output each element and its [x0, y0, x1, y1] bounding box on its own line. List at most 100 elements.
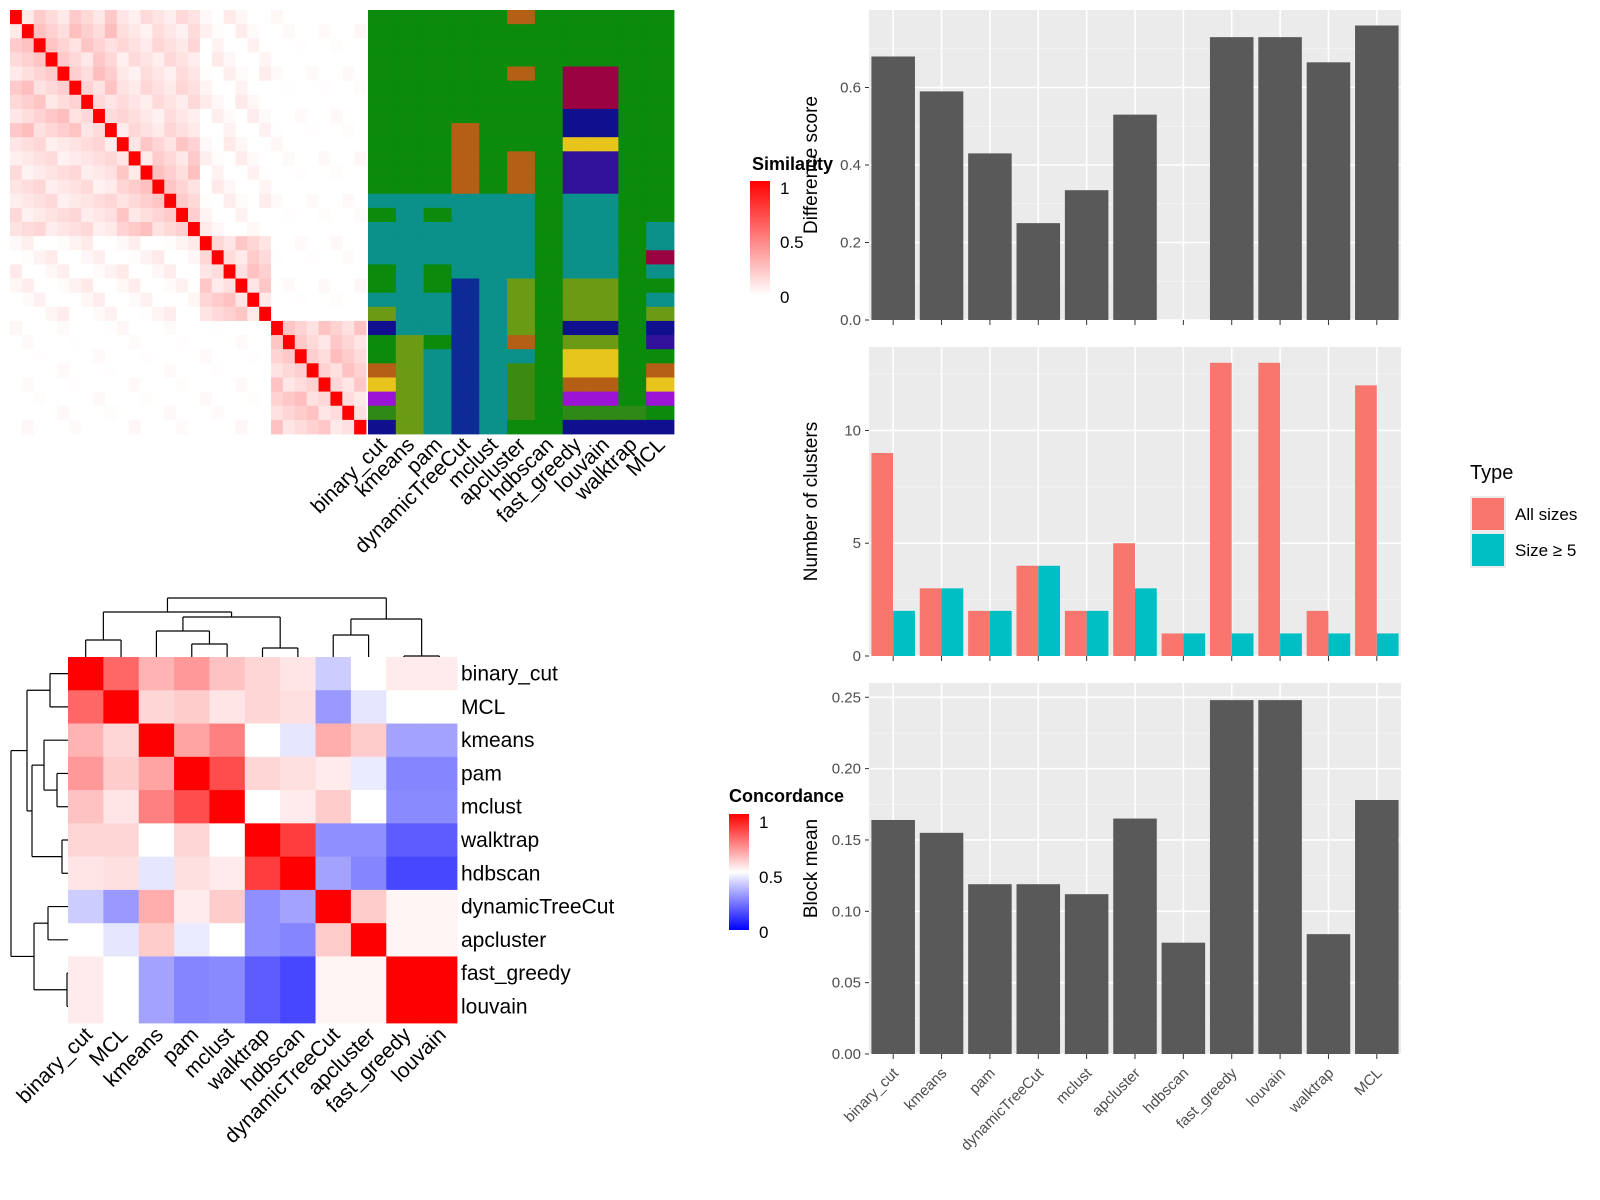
cluster-cell	[451, 80, 480, 96]
similarity-cell	[330, 94, 343, 110]
similarity-cell	[259, 94, 272, 110]
similarity-cell	[140, 66, 153, 82]
similarity-cell	[128, 306, 141, 322]
concordance-cell	[174, 989, 210, 1024]
concordance-cell	[386, 723, 423, 758]
concordance-cell	[209, 989, 246, 1024]
cluster-cell	[423, 419, 452, 435]
similarity-cell	[45, 419, 58, 435]
similarity-cell	[104, 179, 118, 195]
concordance-cell	[244, 690, 281, 724]
bar	[1113, 818, 1157, 1054]
concordance-cell	[386, 756, 423, 791]
similarity-cell	[164, 179, 177, 195]
similarity-cell	[199, 236, 213, 251]
bar	[1355, 800, 1399, 1054]
concordance-cell	[386, 856, 423, 891]
similarity-cell	[235, 349, 248, 364]
similarity-cell	[223, 52, 236, 67]
concordance-row-labels: binary_cut MCL kmeans pam mclust walktrap hdbs…	[460, 663, 614, 1019]
similarity-cell	[211, 391, 224, 407]
similarity-cell	[342, 151, 355, 166]
similarity-cell	[81, 108, 94, 124]
similarity-cell	[282, 52, 296, 67]
cluster-cell	[507, 419, 536, 435]
similarity-cell	[45, 335, 58, 350]
cluster-cell	[590, 52, 619, 67]
similarity-cell	[354, 292, 367, 308]
similarity-cell	[354, 66, 367, 82]
concordance-cell	[421, 989, 458, 1024]
similarity-cell	[93, 137, 106, 152]
similarity-cell	[235, 320, 248, 336]
similarity-cell	[211, 405, 224, 421]
similarity-cell	[271, 278, 284, 294]
similarity-cell	[164, 165, 177, 180]
cluster-cell	[423, 377, 452, 392]
similarity-cell	[128, 24, 141, 39]
similarity-cell	[104, 405, 118, 421]
bar	[1016, 884, 1061, 1054]
similarity-cell	[282, 250, 296, 265]
similarity-cell	[330, 207, 343, 223]
similarity-cell	[271, 349, 284, 364]
similarity-cell	[282, 80, 296, 96]
similarity-cell	[69, 419, 82, 435]
concordance-cell	[315, 723, 352, 758]
similarity-cell	[247, 179, 260, 195]
similarity-cell	[21, 292, 35, 308]
similarity-cell	[21, 222, 35, 237]
bar	[1135, 588, 1157, 656]
similarity-cell	[188, 236, 201, 251]
similarity-cell	[318, 151, 331, 166]
similarity-cell	[342, 236, 355, 251]
similarity-cell	[104, 151, 118, 166]
similarity-cell	[330, 377, 343, 392]
concordance-legend-tick: 0.5	[759, 868, 783, 887]
similarity-cell	[116, 349, 130, 364]
cluster-cell	[479, 52, 508, 67]
similarity-cell	[93, 123, 106, 138]
cluster-cell	[507, 306, 536, 322]
cluster-cell	[646, 419, 675, 435]
similarity-cell	[128, 405, 141, 421]
cluster-cell	[507, 123, 536, 138]
similarity-cell	[247, 306, 260, 322]
similarity-cell	[354, 207, 367, 223]
similarity-cell	[330, 320, 343, 336]
similarity-cell	[21, 264, 35, 279]
similarity-cell	[57, 108, 70, 124]
similarity-cell	[247, 151, 260, 166]
similarity-cell	[81, 179, 94, 195]
similarity-cell	[164, 391, 177, 407]
cluster-cell	[618, 165, 647, 180]
similarity-cell	[21, 391, 35, 407]
similarity-cell	[116, 24, 130, 39]
similarity-cell	[69, 292, 82, 308]
similarity-cell	[199, 405, 213, 421]
bar	[1355, 25, 1399, 320]
similarity-legend-tick: 1	[780, 179, 789, 198]
similarity-cell	[271, 151, 284, 166]
similarity-cell	[140, 405, 153, 421]
similarity-cell	[10, 165, 23, 180]
concordance-cell	[68, 889, 104, 924]
cluster-cell	[646, 151, 675, 166]
similarity-cell	[152, 377, 165, 392]
concordance-cell	[421, 956, 458, 991]
similarity-cell	[128, 264, 141, 279]
cluster-cell	[395, 52, 425, 67]
similarity-cell	[235, 80, 248, 96]
cluster-cell	[534, 335, 564, 350]
similarity-cell	[69, 179, 82, 195]
similarity-cell	[330, 123, 343, 138]
concordance-cell	[350, 657, 387, 691]
y-axis-label: Block mean	[801, 819, 822, 918]
concordance-cell	[209, 856, 246, 891]
cluster-cell	[479, 151, 508, 166]
similarity-cell	[199, 222, 213, 237]
concordance-cell	[209, 756, 246, 791]
similarity-cell	[45, 193, 58, 209]
similarity-cell	[271, 264, 284, 279]
similarity-cell	[188, 80, 201, 96]
